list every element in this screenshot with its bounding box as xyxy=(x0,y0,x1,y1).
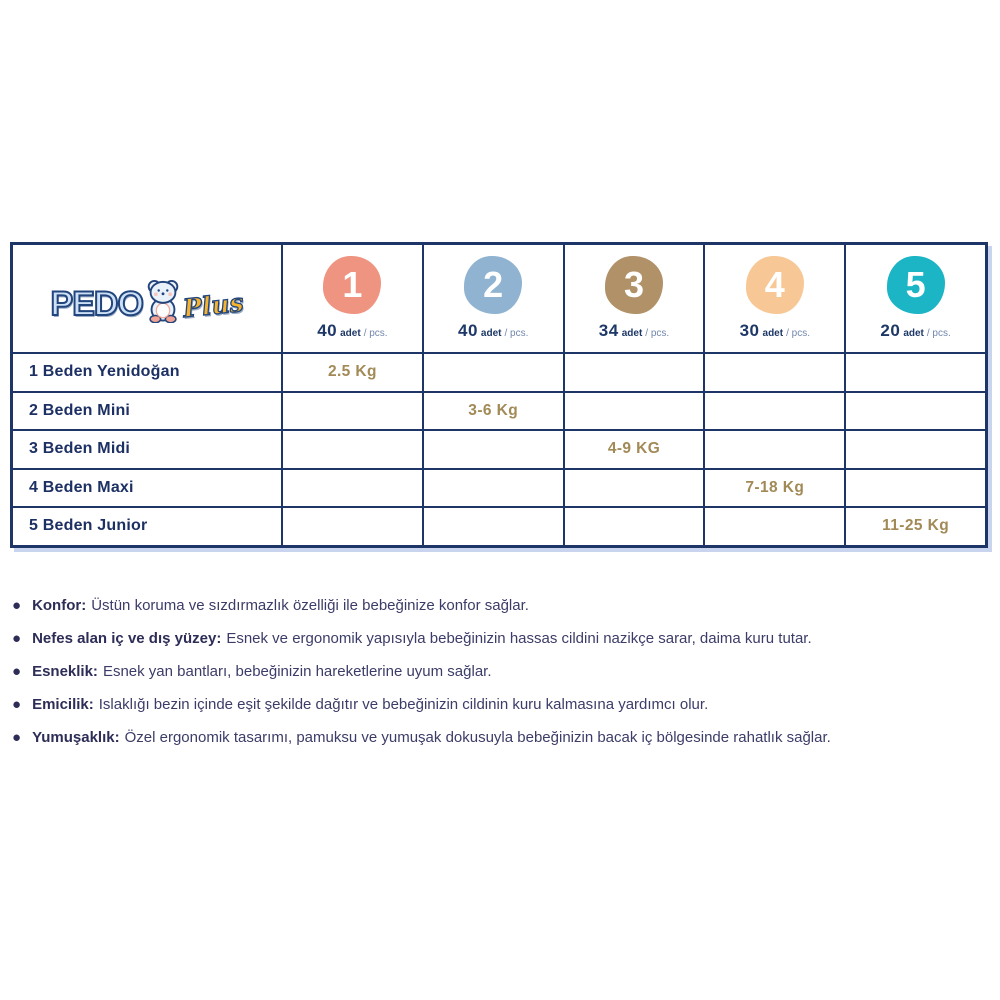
bullet-icon: ● xyxy=(12,630,22,647)
weight-cell: 3-6 Kg xyxy=(421,392,563,429)
weight-cell xyxy=(562,354,704,391)
weight-cell: 7-18 Kg xyxy=(703,469,844,506)
feature-item-nefes: ● Nefes alan iç ve dış yüzey: Esnek ve e… xyxy=(12,629,831,650)
size-4-count: 30 adet / pcs. xyxy=(739,321,810,340)
size-3-count: 34 adet / pcs. xyxy=(598,321,670,340)
weight-cell xyxy=(703,431,844,468)
weight-cell xyxy=(421,469,563,506)
size-2-count: 40 adet / pcs. xyxy=(458,321,529,340)
size-2-badge: 2 xyxy=(464,256,523,314)
weight-cell xyxy=(562,392,704,429)
teddy-bear-icon xyxy=(147,279,179,323)
table-row-beden-3: 3 Beden Midi 4-9 KG xyxy=(13,429,985,468)
table-row-beden-4: 4 Beden Maxi 7-18 Kg xyxy=(13,467,985,506)
weight-cell xyxy=(281,431,422,468)
size-column-4-header: 4 30 adet / pcs. xyxy=(703,245,844,352)
weight-cell xyxy=(844,469,985,506)
pedo-plus-logo: PEDO xyxy=(50,277,246,323)
table-row-beden-2: 2 Beden Mini 3-6 Kg xyxy=(13,390,985,429)
weight-cell xyxy=(562,469,704,506)
weight-cell xyxy=(281,469,422,506)
row-label: 2 Beden Mini xyxy=(29,401,131,419)
weight-cell xyxy=(421,354,563,391)
size-1-count: 40 adet / pcs. xyxy=(317,321,388,340)
row-label: 3 Beden Midi xyxy=(29,440,131,458)
weight-cell: 4-9 KG xyxy=(562,431,704,468)
bullet-icon: ● xyxy=(12,663,22,680)
size-5-count: 20 adet / pcs. xyxy=(880,321,951,340)
feature-item-konfor: ● Konfor: Üstün koruma ve sızdırmazlık ö… xyxy=(12,596,831,617)
bullet-icon: ● xyxy=(12,729,22,746)
feature-item-esneklik: ● Esneklik: Esnek yan bantları, bebeğini… xyxy=(12,662,831,683)
feature-item-emicilik: ● Emicilik: Islaklığı bezin içinde eşit … xyxy=(12,695,831,716)
table-row-beden-1: 1 Beden Yenidoğan 2.5 Kg xyxy=(13,352,985,391)
weight-cell xyxy=(281,392,422,429)
weight-cell: 2.5 Kg xyxy=(281,354,422,391)
feature-list: ● Konfor: Üstün koruma ve sızdırmazlık ö… xyxy=(12,596,831,761)
size-column-1-header: 1 40 adet / pcs. xyxy=(281,245,422,352)
weight-cell: 11-25 Kg xyxy=(844,508,985,545)
size-3-badge: 3 xyxy=(604,256,663,314)
weight-cell xyxy=(281,508,422,545)
weight-cell xyxy=(421,431,563,468)
feature-item-yumusaklik: ● Yumuşaklık: Özel ergonomik tasarımı, p… xyxy=(12,728,831,749)
weight-cell xyxy=(562,508,704,545)
weight-cell xyxy=(421,508,563,545)
size-column-3-header: 3 34 adet / pcs. xyxy=(562,245,704,352)
weight-cell xyxy=(703,508,844,545)
table-row-beden-5: 5 Beden Junior 11-25 Kg xyxy=(13,506,985,545)
bullet-icon: ● xyxy=(12,597,22,614)
logo-cell: PEDO xyxy=(13,245,281,352)
row-label: 1 Beden Yenidoğan xyxy=(29,363,180,381)
brand-wordmark: PEDO xyxy=(50,284,145,323)
bullet-icon: ● xyxy=(12,696,22,713)
weight-cell xyxy=(844,431,985,468)
weight-cell xyxy=(703,392,844,429)
weight-cell xyxy=(844,354,985,391)
size-4-badge: 4 xyxy=(745,256,804,314)
size-column-2-header: 2 40 adet / pcs. xyxy=(421,245,563,352)
weight-cell xyxy=(703,354,844,391)
row-label: 4 Beden Maxi xyxy=(29,478,134,496)
size-column-5-header: 5 20 adet / pcs. xyxy=(844,245,985,352)
size-5-badge: 5 xyxy=(886,256,945,314)
size-spec-table: PEDO xyxy=(10,242,988,548)
brand-suffix: Plus xyxy=(181,287,246,323)
weight-cell xyxy=(844,392,985,429)
table-header-row: PEDO xyxy=(13,245,985,352)
row-label: 5 Beden Junior xyxy=(29,517,148,535)
size-1-badge: 1 xyxy=(323,256,382,314)
